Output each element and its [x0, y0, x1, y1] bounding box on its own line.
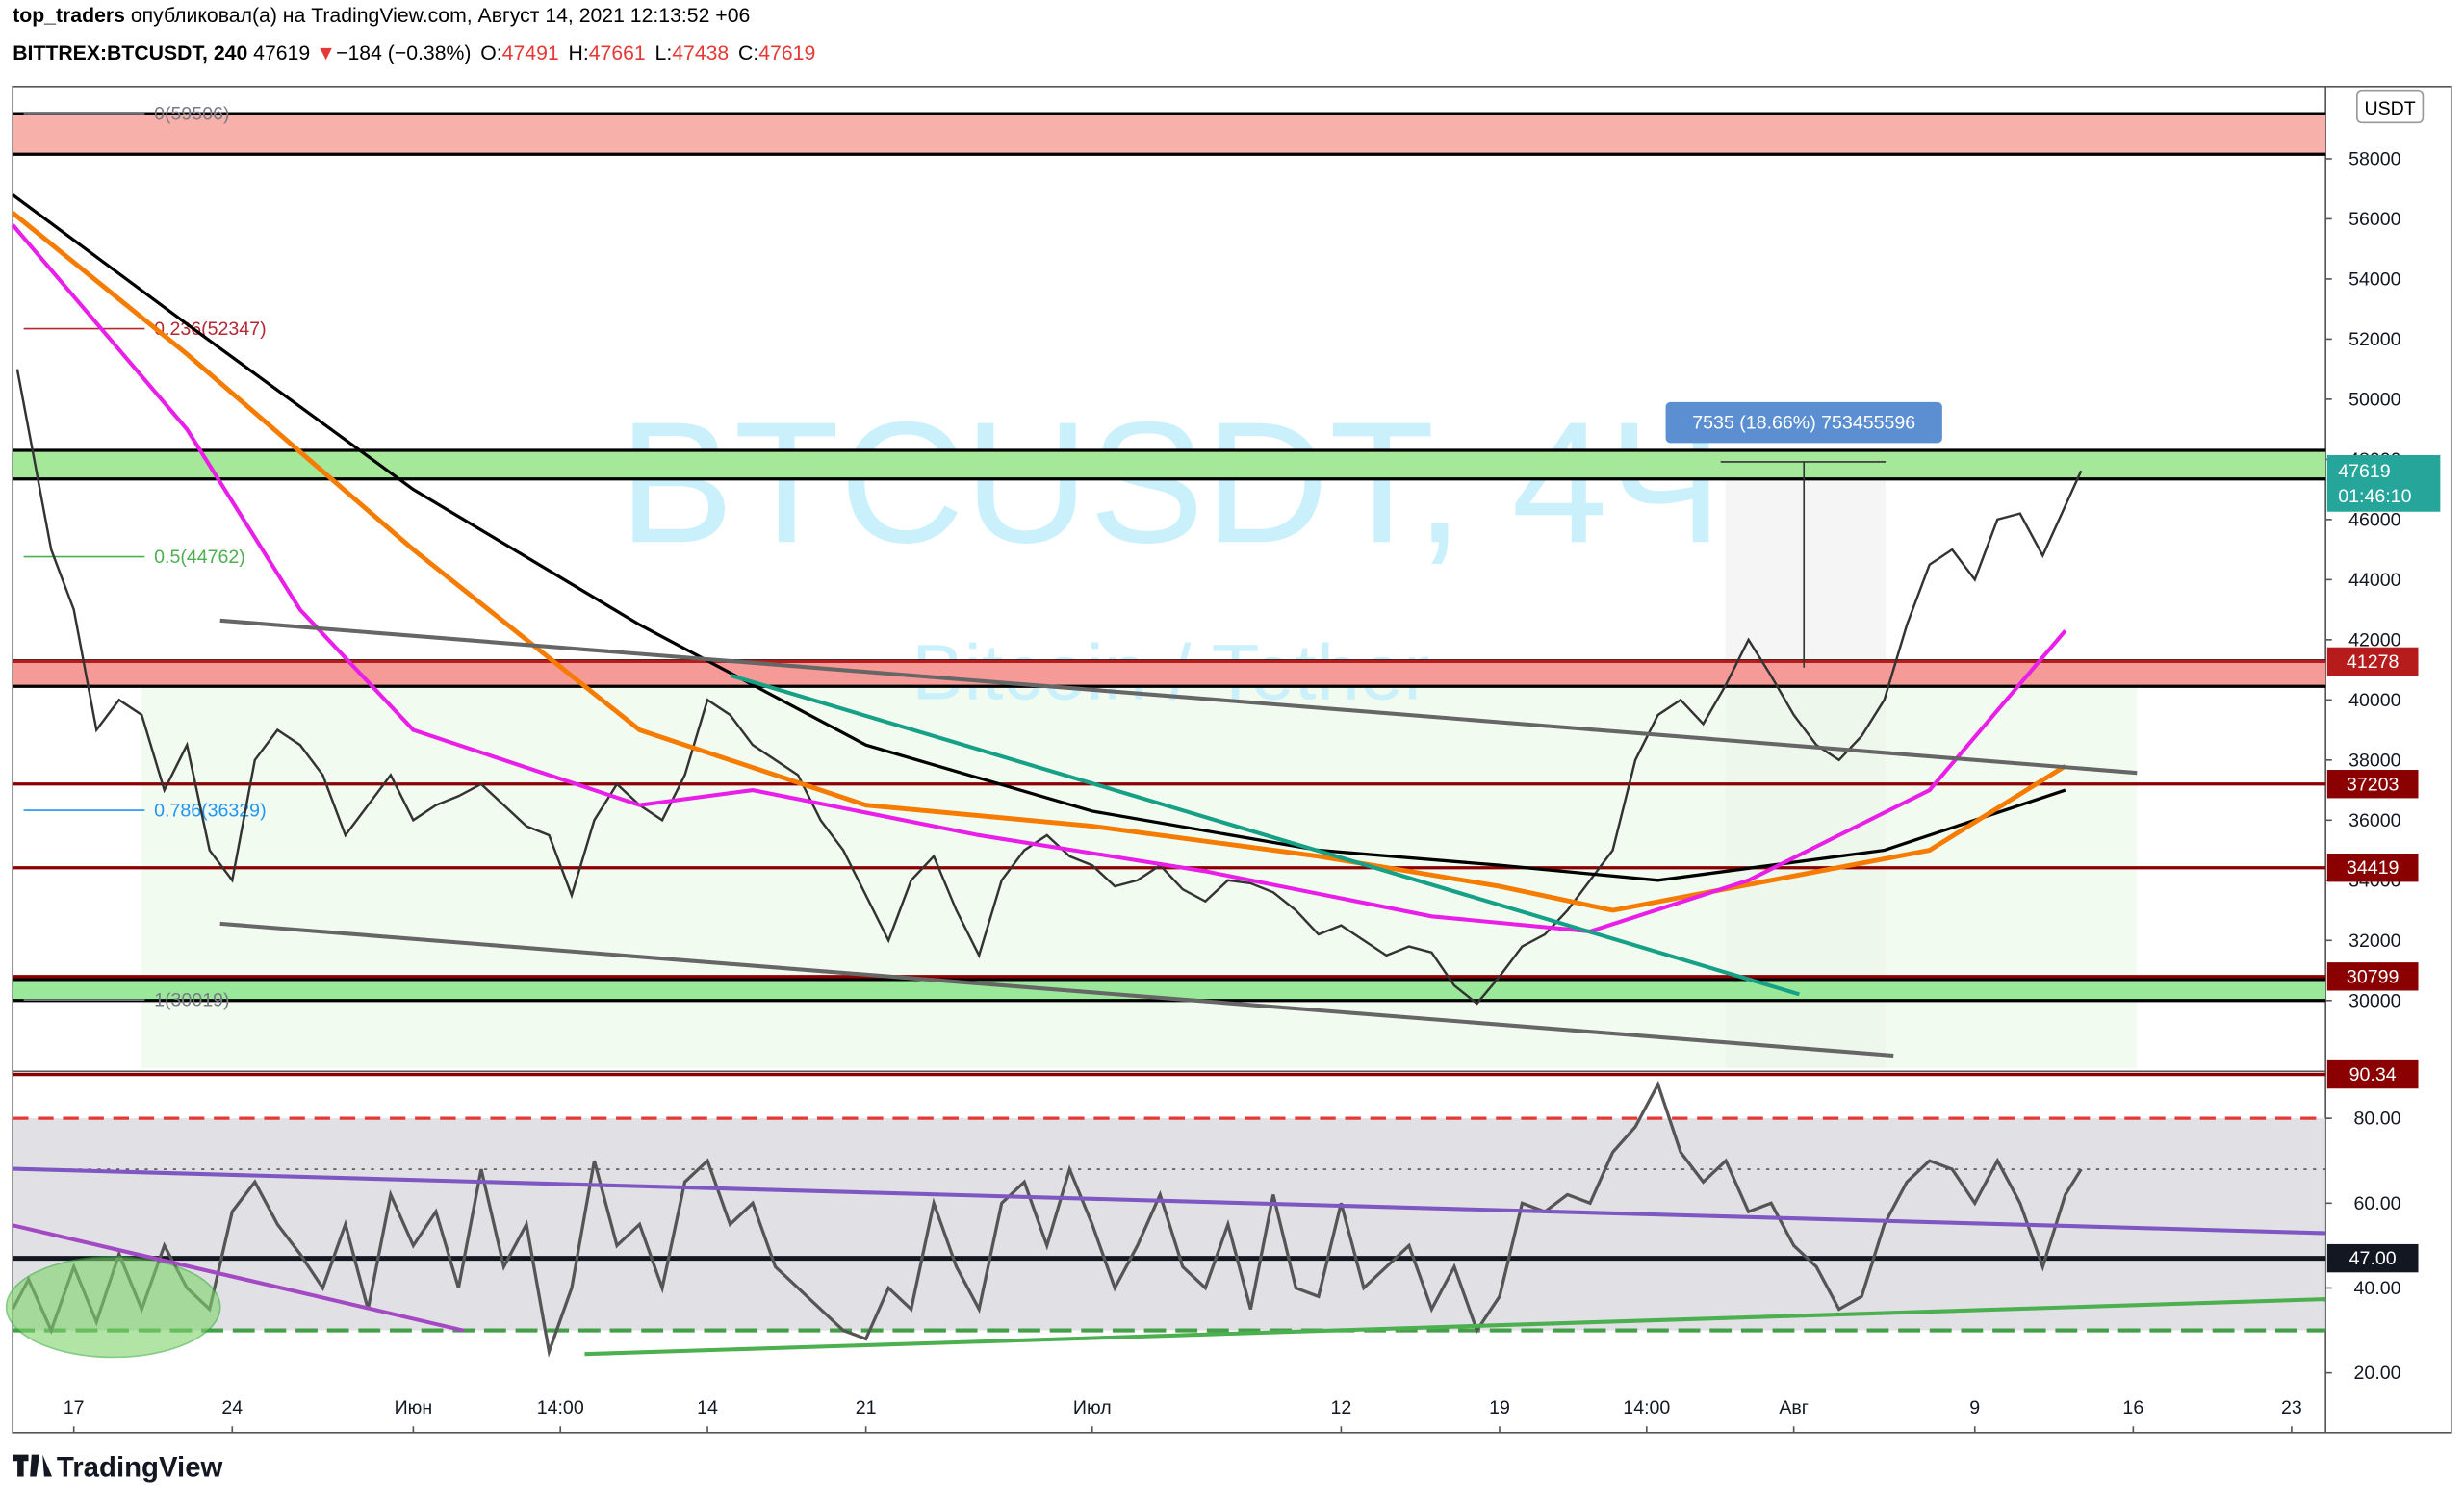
y-tick-label: 40000 [2348, 690, 2401, 711]
y-tick-label: 38000 [2348, 750, 2401, 771]
axis-label-box [2326, 962, 2419, 991]
last-price: 47619 [2338, 461, 2390, 482]
ohlc: O:47491 H:47661 L:47438 C:47619 [480, 42, 815, 64]
range-shade [141, 675, 2138, 1069]
x-tick-label: Июн [395, 1397, 433, 1418]
arrow: ▼ [316, 42, 336, 64]
fib-label: 1(30019) [154, 990, 229, 1011]
price: 47619 [253, 42, 310, 64]
x-tick-label: 14:00 [1623, 1397, 1670, 1418]
ohlc-key: L: [655, 42, 673, 64]
y-tick-label: 50000 [2348, 389, 2401, 410]
zone [13, 114, 2326, 155]
countdown: 01:46:10 [2338, 486, 2411, 507]
x-tick-label: 23 [2281, 1397, 2302, 1418]
y-tick-label: 36000 [2348, 810, 2401, 831]
y-tick-label: 46000 [2348, 509, 2401, 530]
x-tick-label: Июл [1073, 1397, 1112, 1418]
y-tick-label: 80.00 [2354, 1109, 2401, 1130]
x-tick-label: 17 [64, 1397, 85, 1418]
fib-label: 0.236(52347) [154, 319, 266, 340]
axis-label: 47.00 [2349, 1248, 2397, 1269]
watermark-title: BTCUSDT, 4Ч [619, 386, 1723, 579]
trend-line [13, 1166, 2326, 1236]
zone [13, 979, 2326, 1001]
x-tick-label: Авг [1779, 1397, 1809, 1418]
axis-label-box [2326, 1059, 2419, 1089]
x-tick-label: 16 [2122, 1397, 2143, 1418]
chart-frame [12, 85, 2452, 1434]
y-tick-label: 44000 [2348, 570, 2401, 591]
x-tick-label: 12 [1331, 1397, 1352, 1418]
ohlc-key: O: [480, 42, 501, 64]
change: −184 (−0.38%) [336, 42, 471, 64]
x-tick-label: 14:00 [537, 1397, 584, 1418]
measure-label: 7535 (18.66%) 753455596 [1692, 413, 1915, 434]
axis-label-box [2326, 647, 2419, 676]
axis-label-box [2326, 1243, 2419, 1273]
ohlc-value: 47661 [589, 42, 646, 64]
unit-box [2356, 89, 2425, 124]
y-tick-label: 32000 [2348, 931, 2401, 952]
symbol: BITTREX:BTCUSDT, 240 [13, 42, 247, 64]
zone [13, 660, 2326, 687]
ohlc-value: 47491 [502, 42, 559, 64]
trend-line [12, 1223, 465, 1333]
x-tick-label: 14 [697, 1397, 718, 1418]
axis-unit: USDT [2364, 98, 2415, 119]
axis-label: 30799 [2347, 966, 2399, 987]
ohlc-key: H: [569, 42, 589, 64]
logo [13, 1454, 53, 1477]
footer-brand: TradingView [57, 1452, 223, 1484]
axis-label: 37203 [2347, 774, 2400, 795]
trend-line [730, 674, 1800, 997]
fib-label: 0.786(36329) [154, 801, 266, 822]
published: опубликовал(а) на TradingView.com, Авгус… [131, 5, 750, 27]
x-tick-label: 9 [1969, 1397, 1980, 1418]
x-tick-label: 24 [221, 1397, 243, 1418]
y-tick-label: 30000 [2348, 990, 2401, 1011]
measure-box [1665, 401, 1942, 444]
series-line [11, 223, 2067, 933]
y-tick-label: 56000 [2348, 209, 2401, 230]
highlight [5, 1256, 221, 1359]
price-pane: 3000032000340003600038000400004200044000… [11, 103, 2441, 1011]
trend-line [219, 618, 2138, 776]
header-line2: BITTREX:BTCUSDT, 240 47619 ▼−184 (−0.38%… [13, 42, 815, 64]
axis-label-box [2326, 854, 2419, 882]
y-tick-label: 58000 [2348, 148, 2401, 169]
trend-line [219, 921, 1894, 1059]
axis-label: 34419 [2347, 857, 2399, 879]
y-tick-label: 54000 [2348, 268, 2401, 290]
last-price-box [2326, 454, 2441, 512]
fib-label: 0.5(44762) [154, 547, 245, 568]
x-tick-label: 21 [856, 1397, 877, 1418]
x-tick-label: 19 [1489, 1397, 1510, 1418]
ohlc-value: 47619 [758, 42, 815, 64]
ohlc-key: C: [738, 42, 758, 64]
series-line [11, 211, 2067, 913]
series-line [11, 1080, 2083, 1358]
y-tick-label: 20.00 [2354, 1363, 2401, 1384]
axis-label: 41278 [2347, 651, 2400, 673]
zone [13, 450, 2326, 479]
ohlc-value: 47438 [672, 42, 729, 64]
fib-label: 0(59506) [154, 103, 229, 124]
series-line [12, 193, 2066, 882]
series-line [15, 369, 2083, 1006]
trend-line [584, 1297, 2326, 1357]
x-axis: 17 24 Июн 14:00 14 21 Июл 12 19 14:00 Авг 9 16 23 [64, 1397, 2302, 1433]
y-tick-label: 42000 [2348, 629, 2401, 650]
y-tick-label: 52000 [2348, 329, 2401, 350]
header-line1: top_traders опубликовал(а) на TradingVie… [13, 5, 750, 27]
author: top_traders [13, 5, 125, 27]
axis-label-box [2326, 770, 2419, 799]
y-tick-label: 60.00 [2354, 1193, 2401, 1214]
y-tick-label: 40.00 [2354, 1278, 2401, 1299]
axis-label: 90.34 [2349, 1064, 2397, 1085]
